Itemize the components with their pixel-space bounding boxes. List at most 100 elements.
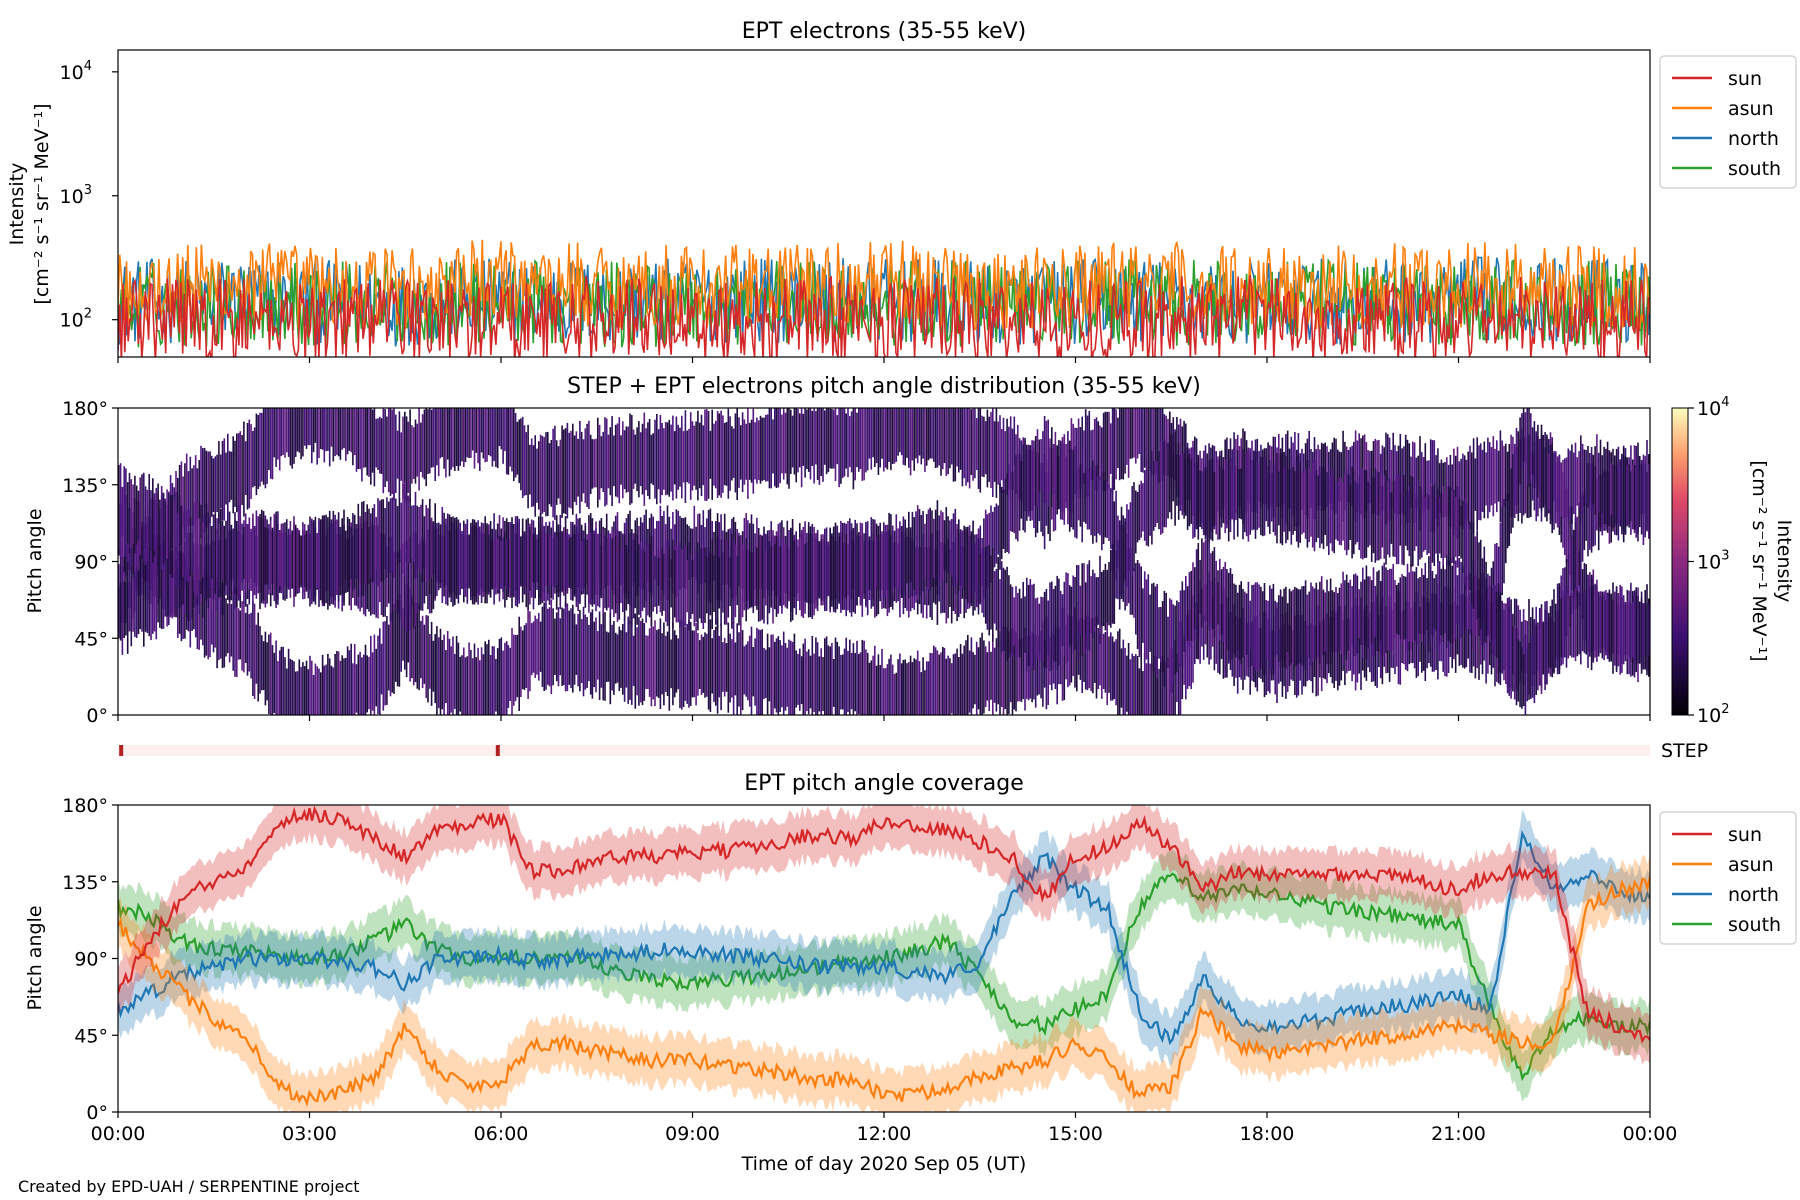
heatmap-cell xyxy=(824,528,826,611)
heatmap-cell xyxy=(1590,446,1593,511)
heatmap-cell xyxy=(1081,450,1083,543)
heatmap-cell xyxy=(1347,474,1350,550)
heatmap-cell xyxy=(1451,565,1453,635)
heatmap-cell xyxy=(1269,585,1271,674)
heatmap-cell xyxy=(774,408,776,487)
heatmap-cell xyxy=(1220,466,1223,528)
heatmap-cell xyxy=(1174,605,1176,675)
heatmap-cell xyxy=(1462,501,1464,573)
heatmap-cell xyxy=(395,552,397,612)
heatmap-cell xyxy=(1456,486,1459,568)
heatmap-cell xyxy=(942,512,944,580)
heatmap-cell xyxy=(999,579,1001,630)
heatmap-cell xyxy=(1249,606,1251,695)
heatmap-cell xyxy=(146,516,149,600)
heatmap-cell xyxy=(1136,491,1139,543)
heatmap-cell xyxy=(1333,468,1335,554)
heatmap-cell xyxy=(899,408,901,453)
heatmap-cell xyxy=(863,408,865,481)
heatmap-cell xyxy=(650,619,653,707)
heatmap-cell xyxy=(843,408,846,477)
colorbar-tick-exponent: 3 xyxy=(1721,549,1729,564)
heatmap-cell xyxy=(611,538,613,610)
heatmap-cell xyxy=(993,647,996,703)
heatmap-cell xyxy=(931,510,933,588)
heatmap-cell xyxy=(1199,559,1201,614)
heatmap-cell xyxy=(184,463,186,538)
heatmap-cell xyxy=(271,530,274,584)
heatmap-cell xyxy=(1597,592,1600,657)
heatmap-cell xyxy=(484,532,486,594)
heatmap-cell xyxy=(1556,583,1559,675)
heatmap-cell xyxy=(731,426,733,481)
heatmap-cell xyxy=(750,626,753,715)
heatmap-cell xyxy=(695,551,697,623)
heatmap-cell xyxy=(159,553,161,628)
heatmap-cell xyxy=(552,428,554,518)
heatmap-cell xyxy=(1042,431,1044,492)
heatmap-cell xyxy=(1471,593,1473,673)
heatmap-cell xyxy=(829,408,831,469)
heatmap-cell xyxy=(1059,444,1062,510)
heatmap-cell xyxy=(1603,446,1605,524)
heatmap-cell xyxy=(520,418,522,491)
heatmap-cell xyxy=(1047,600,1049,655)
heatmap-cell xyxy=(286,519,288,599)
heatmap-cell xyxy=(765,549,767,606)
heatmap-cell xyxy=(625,632,628,688)
heatmap-cell xyxy=(673,550,676,618)
heatmap-cell xyxy=(1524,412,1527,464)
heatmap-cell xyxy=(1303,473,1305,533)
heatmap-cell xyxy=(1403,576,1405,640)
heatmap-cell xyxy=(747,641,749,701)
heatmap-cell xyxy=(1000,429,1003,481)
heatmap-cell xyxy=(430,621,433,706)
heatmap-cell xyxy=(291,408,293,469)
heatmap-cell xyxy=(1503,498,1505,584)
heatmap-cell xyxy=(1076,448,1078,539)
heatmap-cell xyxy=(673,630,676,698)
heatmap-cell xyxy=(909,655,912,715)
heatmap-cell xyxy=(1614,455,1616,527)
heatmap-cell xyxy=(1108,484,1110,541)
heatmap-cell xyxy=(148,556,150,637)
heatmap-cell xyxy=(491,539,494,588)
heatmap-cell xyxy=(1040,439,1042,489)
heatmap-cell xyxy=(698,422,701,489)
heatmap-cell xyxy=(1022,639,1024,700)
heatmap-cell xyxy=(459,408,461,466)
heatmap-cell xyxy=(900,663,903,715)
heatmap-cell xyxy=(1542,435,1545,508)
heatmap-cell xyxy=(1370,468,1373,562)
heatmap-cell xyxy=(1294,586,1296,667)
heatmap-cell xyxy=(1485,561,1487,637)
heatmap-cell xyxy=(1320,471,1323,544)
heatmap-cell xyxy=(1349,579,1352,653)
heatmap-cell xyxy=(1288,588,1291,666)
heatmap-cell xyxy=(697,542,699,631)
heatmap-cell xyxy=(1483,441,1486,519)
heatmap-cell xyxy=(361,501,363,597)
heatmap-cell xyxy=(614,632,617,684)
heatmap-cell xyxy=(593,621,595,688)
heatmap-cell xyxy=(364,408,367,468)
heatmap-cell xyxy=(534,527,536,589)
heatmap-cell xyxy=(1031,584,1033,669)
heatmap-cell xyxy=(455,408,458,466)
heatmap-cell xyxy=(237,608,240,660)
heatmap-cell xyxy=(209,516,211,587)
heatmap-cell xyxy=(493,539,495,589)
heatmap-cell xyxy=(409,536,411,631)
heatmap-cell xyxy=(777,538,780,614)
heatmap-cell xyxy=(203,514,206,587)
heatmap-cell xyxy=(754,551,756,607)
heatmap-cell xyxy=(582,538,585,594)
heatmap-cell xyxy=(636,427,638,492)
heatmap-cell xyxy=(1467,451,1469,526)
heatmap-cell xyxy=(148,474,150,563)
heatmap-cell xyxy=(1474,458,1477,511)
heatmap-cell xyxy=(293,522,295,598)
heatmap-cell xyxy=(1235,584,1237,658)
heatmap-cell xyxy=(1370,580,1373,644)
heatmap-cell xyxy=(636,627,638,696)
